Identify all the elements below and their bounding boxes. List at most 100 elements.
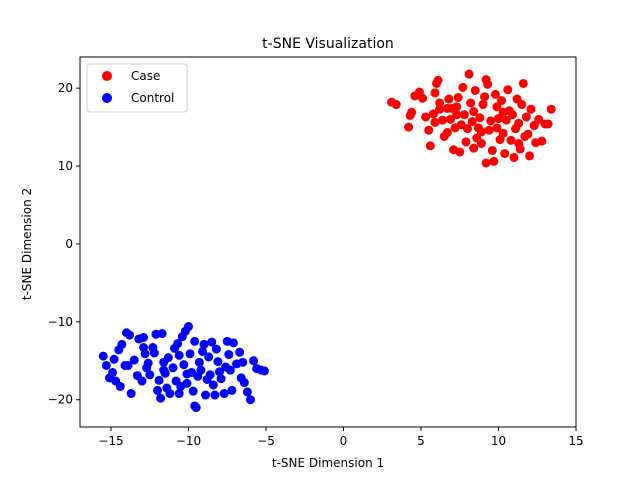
y-tick-label: −20 xyxy=(48,393,73,407)
x-tick-label: 10 xyxy=(491,434,506,448)
x-tick-label: −15 xyxy=(98,434,123,448)
point-control-68 xyxy=(225,365,235,375)
point-control-37 xyxy=(174,350,184,360)
point-case-73 xyxy=(529,121,539,131)
x-tick-label: −10 xyxy=(176,434,201,448)
point-case-44 xyxy=(483,79,493,89)
point-control-76 xyxy=(242,387,252,397)
point-case-79 xyxy=(546,104,556,114)
point-case-66 xyxy=(517,100,527,110)
point-control-16 xyxy=(137,376,147,386)
y-axis-label: t-SNE Dimension 2 xyxy=(20,188,34,300)
point-case-32 xyxy=(464,69,474,79)
y-tick-label: 10 xyxy=(58,159,73,173)
point-control-59 xyxy=(210,390,220,400)
point-case-76 xyxy=(537,136,547,146)
point-case-49 xyxy=(490,89,500,99)
legend-marker-case xyxy=(102,71,112,81)
point-case-16 xyxy=(438,115,448,125)
point-case-45 xyxy=(484,125,494,135)
point-control-54 xyxy=(201,390,211,400)
point-case-46 xyxy=(486,116,496,126)
point-case-2 xyxy=(404,122,414,132)
point-control-51 xyxy=(196,365,206,375)
point-control-77 xyxy=(246,395,255,405)
point-case-35 xyxy=(469,107,479,117)
legend-label-case: Case xyxy=(131,69,160,83)
point-case-25 xyxy=(453,93,463,103)
point-case-78 xyxy=(543,119,553,129)
point-control-57 xyxy=(207,337,217,347)
y-tick-label: 20 xyxy=(58,81,73,95)
point-control-7 xyxy=(115,381,125,391)
point-control-12 xyxy=(126,389,136,399)
point-control-4 xyxy=(109,354,119,364)
point-control-24 xyxy=(153,385,162,395)
point-case-15 xyxy=(435,104,445,114)
point-control-40 xyxy=(179,360,189,370)
point-case-75 xyxy=(534,114,544,124)
point-case-19 xyxy=(444,94,454,104)
point-case-60 xyxy=(507,110,517,120)
point-control-58 xyxy=(208,380,218,390)
point-control-17 xyxy=(139,332,149,342)
point-control-3 xyxy=(108,367,118,377)
point-control-63 xyxy=(216,374,226,384)
point-control-74 xyxy=(238,357,248,367)
point-case-54 xyxy=(498,128,508,138)
series-control xyxy=(98,322,269,413)
point-case-81 xyxy=(469,143,479,153)
point-case-42 xyxy=(480,92,490,102)
x-axis-ticks: −15 −10 −5 0 5 10 15 xyxy=(98,427,584,448)
point-case-87 xyxy=(435,98,445,108)
point-control-44 xyxy=(185,349,195,359)
point-case-33 xyxy=(466,98,476,108)
point-control-13 xyxy=(129,355,139,365)
point-case-29 xyxy=(459,110,469,120)
point-control-42 xyxy=(182,378,192,388)
point-case-11 xyxy=(428,109,438,119)
point-control-67 xyxy=(224,350,234,360)
point-case-57 xyxy=(503,85,513,95)
point-case-8 xyxy=(421,112,431,122)
legend-marker-control xyxy=(102,93,112,103)
point-case-61 xyxy=(509,152,519,162)
point-case-47 xyxy=(487,145,497,155)
point-control-87 xyxy=(202,374,212,384)
point-control-88 xyxy=(174,389,184,399)
point-control-50 xyxy=(194,357,204,367)
point-control-89 xyxy=(139,343,149,353)
point-case-53 xyxy=(497,96,507,106)
point-case-31 xyxy=(463,124,472,134)
point-case-86 xyxy=(476,127,486,137)
point-case-72 xyxy=(526,104,536,114)
point-control-55 xyxy=(204,352,214,362)
plot-frame xyxy=(79,56,577,428)
point-control-0 xyxy=(98,351,108,361)
point-case-56 xyxy=(501,115,511,125)
point-control-20 xyxy=(145,370,155,380)
point-case-41 xyxy=(478,100,488,110)
point-case-50 xyxy=(492,102,502,112)
point-control-60 xyxy=(211,344,221,354)
chart-title: t-SNE Visualization xyxy=(262,36,394,52)
point-control-81 xyxy=(259,366,269,376)
point-control-62 xyxy=(215,367,224,377)
point-case-12 xyxy=(430,88,440,98)
point-control-64 xyxy=(219,389,229,399)
point-case-69 xyxy=(521,112,531,122)
point-control-69 xyxy=(227,385,237,395)
y-tick-label: −10 xyxy=(48,315,73,329)
point-control-25 xyxy=(154,375,164,385)
point-control-36 xyxy=(173,339,183,349)
point-control-31 xyxy=(163,353,173,363)
point-case-71 xyxy=(525,151,534,161)
x-tick-label: 5 xyxy=(417,434,425,448)
point-case-7 xyxy=(418,93,428,103)
point-control-8 xyxy=(117,339,127,349)
point-control-85 xyxy=(190,401,200,411)
point-case-39 xyxy=(475,113,485,123)
point-control-26 xyxy=(156,393,166,403)
point-case-18 xyxy=(442,128,452,138)
x-tick-label: 15 xyxy=(568,434,583,448)
